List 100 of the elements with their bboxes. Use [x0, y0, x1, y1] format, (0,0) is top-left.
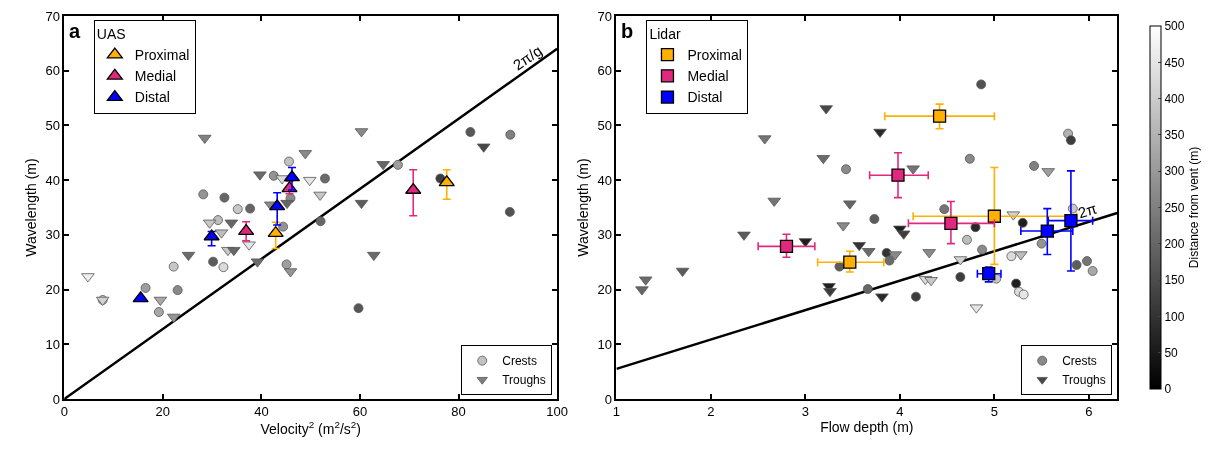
- point: [1006, 251, 1017, 262]
- x-tick-label: 6: [1085, 404, 1093, 420]
- color-bar-label: 150: [1164, 273, 1185, 288]
- point: [393, 159, 403, 170]
- point: [862, 284, 873, 294]
- point: [302, 176, 317, 187]
- y-tick-label: 70: [45, 8, 60, 24]
- point: [635, 286, 649, 296]
- x-axis-title: Velocity$^{2}$ (m$^{2}$/s$^{2}$): [260, 419, 361, 438]
- point: [367, 251, 381, 261]
- legend-title: Lidar: [649, 26, 681, 43]
- legend-label: Proximal: [687, 47, 742, 64]
- legend-label: Proximal: [134, 47, 190, 64]
- y-tick-label: 10: [45, 336, 60, 352]
- point: [843, 255, 857, 269]
- y-tick-label: 0: [52, 391, 60, 407]
- color-bar-label: 300: [1164, 164, 1185, 179]
- point: [875, 293, 889, 303]
- point: [505, 129, 516, 140]
- point: [313, 191, 327, 201]
- point: [834, 261, 845, 272]
- point: [218, 262, 229, 273]
- legend-label: Troughs: [1062, 373, 1106, 388]
- point: [779, 239, 794, 253]
- x-axis-title: Flow depth (m): [820, 419, 914, 436]
- y-axis-title: Wavelength (m): [22, 158, 39, 257]
- point: [843, 200, 857, 210]
- color-bar-label: 350: [1164, 128, 1185, 143]
- point: [924, 277, 938, 287]
- y-tick-label: 40: [45, 172, 60, 188]
- y-tick-label: 70: [597, 8, 613, 24]
- point: [970, 222, 981, 233]
- point: [819, 105, 833, 115]
- point: [932, 109, 947, 123]
- x-tick-label: 1: [612, 404, 621, 420]
- point: [269, 199, 286, 211]
- point: [911, 291, 921, 302]
- x-tick-label: 40: [254, 404, 269, 420]
- point: [132, 291, 149, 303]
- legend-label: Crests: [502, 354, 537, 369]
- point: [944, 216, 958, 231]
- point: [354, 199, 369, 210]
- point: [172, 285, 183, 296]
- point: [1066, 135, 1076, 146]
- point: [976, 79, 987, 90]
- point: [852, 242, 866, 252]
- point: [198, 189, 209, 200]
- point: [465, 127, 476, 137]
- point: [1087, 266, 1098, 276]
- point: [154, 307, 164, 317]
- annotation: 2π/g: [509, 41, 546, 74]
- x-tick-label: 3: [801, 404, 810, 420]
- point: [987, 209, 1002, 223]
- legend-label: Crests: [1062, 354, 1097, 369]
- point: [891, 168, 905, 182]
- legend-label: Troughs: [502, 373, 546, 388]
- y-tick-label: 30: [597, 227, 613, 243]
- point: [284, 156, 294, 167]
- annotation: 2π: [1075, 199, 1099, 222]
- x-tick-label: 20: [155, 404, 171, 420]
- x-tick-label: 60: [352, 404, 368, 420]
- point: [1071, 260, 1082, 270]
- legend-label: Distal: [687, 89, 723, 106]
- y-axis-title: Wavelength (m): [574, 158, 591, 257]
- legend-label: Medial: [687, 68, 729, 85]
- point: [1018, 289, 1029, 300]
- point: [1029, 161, 1039, 171]
- legend-label: Distal: [134, 89, 170, 106]
- x-tick-label: 5: [990, 404, 998, 420]
- point: [873, 128, 887, 138]
- y-tick-label: 20: [597, 282, 613, 298]
- point: [438, 175, 455, 187]
- x-tick-label: 4: [896, 404, 904, 420]
- point: [278, 221, 288, 232]
- point: [268, 170, 279, 181]
- point: [1014, 251, 1028, 261]
- y-tick-label: 50: [45, 117, 60, 133]
- color-bar-title: Distance from vent (m): [1186, 146, 1201, 269]
- point: [140, 283, 151, 293]
- point: [955, 272, 966, 282]
- color-bar-label: 400: [1164, 91, 1185, 106]
- color-bar-label: 250: [1164, 200, 1185, 215]
- legend-label: Medial: [134, 68, 177, 85]
- color-bar-label: 100: [1164, 309, 1185, 324]
- point: [906, 165, 920, 175]
- point: [1064, 213, 1078, 228]
- color-bar-label: 500: [1164, 19, 1185, 34]
- y-tick-label: 30: [45, 227, 60, 243]
- x-tick-label: 80: [451, 404, 466, 420]
- point: [1040, 224, 1054, 238]
- point: [1036, 238, 1047, 249]
- point: [353, 303, 364, 314]
- point: [253, 171, 267, 181]
- legend-title: UAS: [96, 26, 126, 43]
- point: [242, 241, 256, 251]
- point: [213, 215, 223, 225]
- chart-title: a: [69, 20, 81, 42]
- color-bar-label: 0: [1164, 382, 1172, 397]
- y-tick-label: 60: [45, 63, 60, 79]
- y-tick-label: 0: [604, 391, 613, 407]
